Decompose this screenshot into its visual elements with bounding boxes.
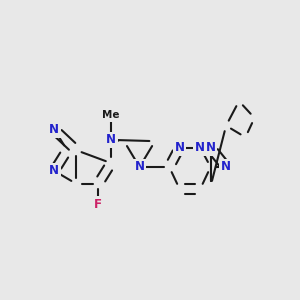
Text: N: N — [221, 160, 231, 173]
Text: N: N — [49, 123, 59, 136]
Text: Me: Me — [102, 110, 120, 120]
Text: F: F — [94, 198, 102, 211]
Text: N: N — [106, 134, 116, 146]
Text: N: N — [49, 164, 59, 177]
Text: N: N — [195, 141, 205, 154]
Text: N: N — [175, 141, 184, 154]
Text: N: N — [206, 141, 216, 154]
Text: N: N — [134, 160, 145, 173]
